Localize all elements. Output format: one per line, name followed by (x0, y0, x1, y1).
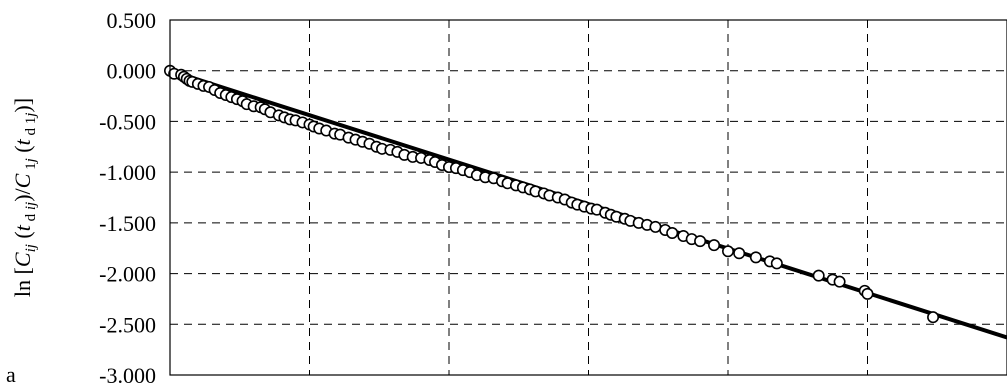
y-tick-label: -1.000 (99, 160, 156, 185)
data-point (770, 257, 783, 270)
y-tick-label: -2.500 (99, 312, 156, 337)
data-point (666, 227, 679, 240)
data-point (927, 311, 940, 324)
data-point (733, 247, 746, 260)
y-axis-tick-labels: 0.500 0.000 -0.500 -1.000 -1.500 -2.000 -2.500… (99, 8, 156, 388)
y-tick-label: 0.500 (107, 8, 157, 33)
y-tick-label: -3.000 (99, 363, 156, 388)
data-point (833, 275, 846, 288)
y-tick-label: 0.000 (107, 59, 157, 84)
grid-lines (170, 20, 1007, 375)
data-point (649, 220, 662, 233)
y-tick-label: -2.000 (99, 262, 156, 287)
y-tick-label: -1.500 (99, 211, 156, 236)
data-point (721, 245, 734, 258)
data-point (694, 235, 707, 248)
panel-label: a (6, 362, 16, 387)
data-point (708, 239, 721, 252)
data-point (749, 251, 762, 264)
data-point (812, 269, 825, 282)
y-tick-label: -0.500 (99, 109, 156, 134)
y-axis-label: ln [Cij (t d ij)/C 1j (t d 1j)] (10, 98, 39, 297)
data-points-layer (164, 64, 940, 324)
plot-area-frame (169, 19, 1007, 376)
data-point (861, 287, 874, 300)
